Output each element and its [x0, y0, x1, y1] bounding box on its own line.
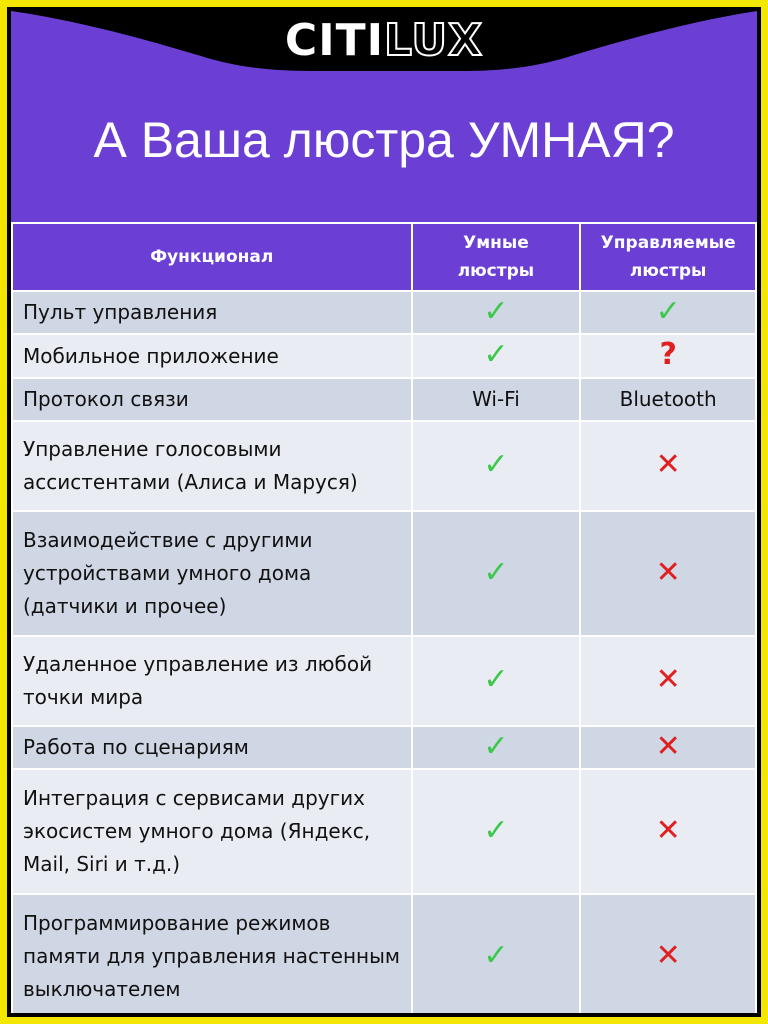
feature-cell: Пульт управления: [11, 290, 413, 335]
smart-cell: ✓: [410, 635, 582, 727]
managed-cell: ✕: [579, 420, 757, 512]
table-header: Функционал Умные люстры Управляемые люст…: [11, 222, 757, 292]
citilux-logo: CITILUX: [284, 14, 484, 67]
managed-cell: ✓: [579, 290, 757, 335]
feature-cell: Программирование режимов памяти для упра…: [11, 893, 413, 1013]
check-icon: ✓: [655, 293, 681, 329]
check-icon: ✓: [483, 447, 509, 482]
cross-icon: ✕: [655, 554, 681, 590]
check-icon: ✓: [483, 937, 509, 973]
logo-banner: [11, 11, 757, 71]
check-icon: ✓: [483, 662, 509, 697]
managed-cell: ✕: [579, 725, 757, 770]
feature-cell: Взаимодействие с другими устройствами ум…: [11, 510, 413, 637]
header-feature: Функционал: [11, 222, 413, 292]
cell-value: Bluetooth: [619, 387, 717, 411]
managed-cell: ✕: [579, 510, 757, 637]
smart-cell: Wi-Fi: [410, 377, 582, 422]
header-smart: Умные люстры: [410, 222, 582, 292]
table-row: Протокол связи Wi-Fi Bluetooth: [11, 377, 757, 422]
table-row: Удаленное управление из любой точки мира…: [11, 635, 757, 727]
feature-cell: Мобильное приложение: [11, 333, 413, 379]
managed-cell: ✕: [579, 768, 757, 895]
feature-cell: Управление голосовыми ассистентами (Алис…: [11, 420, 413, 512]
feature-cell: Работа по сценариям: [11, 725, 413, 770]
smart-cell: ✓: [410, 290, 582, 335]
smart-cell: ✓: [410, 893, 582, 1013]
table-row: Мобильное приложение ✓ ?: [11, 333, 757, 379]
managed-cell: Bluetooth: [579, 377, 757, 422]
feature-cell: Интеграция с сервисами других экосистем …: [11, 768, 413, 895]
check-icon: ✓: [483, 728, 509, 764]
table-row: Интеграция с сервисами других экосистем …: [11, 768, 757, 895]
smart-cell: ✓: [410, 333, 582, 379]
feature-cell: Протокол связи: [11, 377, 413, 422]
smart-cell: ✓: [410, 420, 582, 512]
smart-cell: ✓: [410, 725, 582, 770]
feature-cell: Удаленное управление из любой точки мира: [11, 635, 413, 727]
smart-cell: ✓: [410, 768, 582, 895]
frame: CITILUX А Ваша люстра УМНАЯ? Функционал …: [7, 7, 761, 1017]
check-icon: ✓: [483, 812, 509, 848]
header-managed: Управляемые люстры: [579, 222, 757, 292]
question-icon: ?: [659, 337, 677, 372]
page-title: А Ваша люстра УМНАЯ?: [93, 112, 675, 168]
check-icon: ✓: [483, 554, 509, 590]
managed-cell: ✕: [579, 893, 757, 1013]
cross-icon: ✕: [655, 937, 681, 973]
table-row: Работа по сценариям ✓ ✕: [11, 725, 757, 770]
cross-icon: ✕: [655, 662, 681, 697]
managed-cell: ✕: [579, 635, 757, 727]
managed-cell: ?: [579, 333, 757, 379]
poster: CITILUX А Ваша люстра УМНАЯ? Функционал …: [11, 11, 757, 1013]
table-row: Программирование режимов памяти для упра…: [11, 893, 757, 1013]
cross-icon: ✕: [655, 728, 681, 764]
comparison-table: Функционал Умные люстры Управляемые люст…: [11, 222, 757, 1013]
cross-icon: ✕: [655, 812, 681, 848]
table-row: Пульт управления ✓ ✓: [11, 290, 757, 335]
check-icon: ✓: [483, 293, 509, 329]
cross-icon: ✕: [655, 447, 681, 482]
smart-cell: ✓: [410, 510, 582, 637]
table-row: Управление голосовыми ассистентами (Алис…: [11, 420, 757, 512]
cell-value: Wi-Fi: [472, 387, 520, 411]
check-icon: ✓: [483, 337, 509, 372]
table-row: Взаимодействие с другими устройствами ум…: [11, 510, 757, 637]
